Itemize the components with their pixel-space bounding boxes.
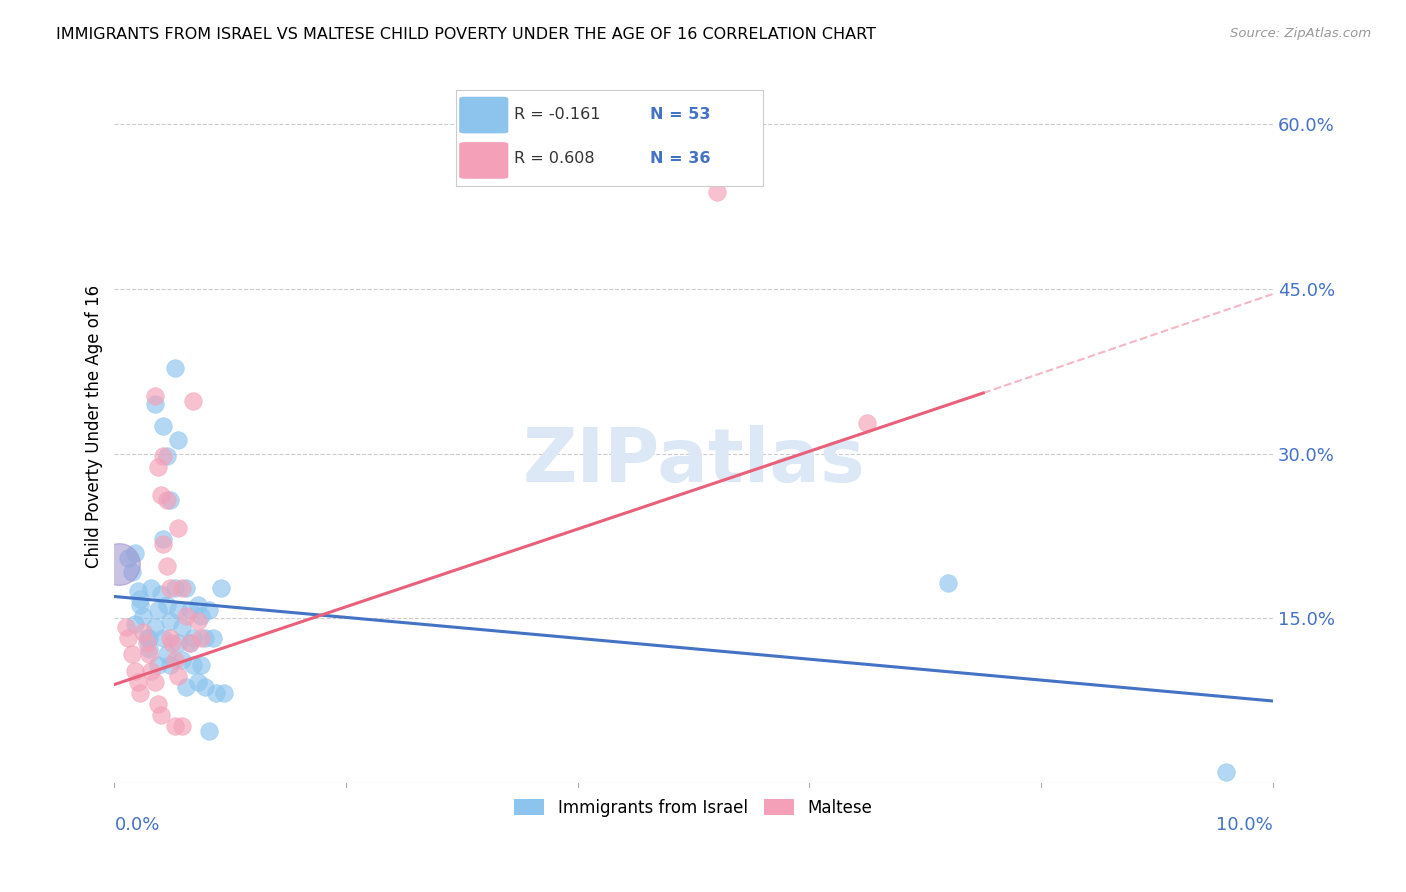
Point bbox=[148, 657, 170, 672]
Point bbox=[127, 675, 149, 690]
Point bbox=[167, 521, 190, 535]
Point bbox=[135, 636, 157, 650]
Point bbox=[167, 434, 190, 448]
Point bbox=[170, 620, 193, 634]
Point bbox=[162, 636, 184, 650]
Point bbox=[148, 698, 170, 712]
Point bbox=[159, 614, 181, 628]
Point bbox=[128, 591, 150, 606]
Point bbox=[174, 581, 197, 595]
Point bbox=[117, 632, 139, 646]
Y-axis label: Child Poverty Under the Age of 16: Child Poverty Under the Age of 16 bbox=[86, 285, 103, 567]
Point bbox=[201, 632, 224, 646]
Point bbox=[187, 614, 209, 628]
Point bbox=[124, 617, 146, 632]
Point bbox=[141, 581, 163, 595]
Point bbox=[159, 632, 181, 646]
Point bbox=[149, 488, 172, 502]
Point bbox=[128, 686, 150, 700]
Point bbox=[159, 581, 181, 595]
Point bbox=[209, 581, 232, 595]
Point bbox=[149, 708, 172, 723]
Point bbox=[194, 632, 217, 646]
Point bbox=[1215, 765, 1237, 780]
Text: Source: ZipAtlas.com: Source: ZipAtlas.com bbox=[1230, 27, 1371, 40]
Point bbox=[187, 599, 209, 613]
Point bbox=[148, 459, 170, 474]
Point bbox=[198, 723, 221, 738]
Point bbox=[152, 533, 174, 547]
Point bbox=[163, 360, 186, 375]
Point bbox=[170, 719, 193, 733]
Point bbox=[190, 632, 212, 646]
Point bbox=[143, 397, 166, 411]
Point bbox=[938, 576, 960, 591]
Point bbox=[181, 393, 204, 408]
Point bbox=[163, 581, 186, 595]
Point bbox=[187, 675, 209, 690]
Point bbox=[132, 609, 155, 624]
Point bbox=[214, 686, 236, 700]
Point bbox=[124, 665, 146, 679]
Point bbox=[117, 551, 139, 566]
Point bbox=[155, 647, 177, 661]
Point bbox=[108, 557, 131, 571]
Point bbox=[205, 686, 228, 700]
Point bbox=[706, 185, 728, 199]
Point bbox=[179, 636, 201, 650]
Point bbox=[181, 657, 204, 672]
Point bbox=[115, 620, 138, 634]
Point bbox=[135, 632, 157, 646]
Point bbox=[143, 620, 166, 634]
Point bbox=[149, 587, 172, 601]
Point bbox=[155, 599, 177, 613]
Point bbox=[138, 642, 160, 657]
Point bbox=[181, 632, 204, 646]
Point bbox=[152, 537, 174, 551]
Point bbox=[124, 545, 146, 559]
Point bbox=[132, 624, 155, 639]
Point bbox=[190, 609, 212, 624]
Point bbox=[179, 603, 201, 617]
Point bbox=[170, 653, 193, 667]
Point bbox=[121, 647, 143, 661]
Point bbox=[194, 680, 217, 694]
Point bbox=[167, 669, 190, 683]
Point bbox=[127, 584, 149, 599]
Point bbox=[174, 609, 197, 624]
Point bbox=[143, 675, 166, 690]
Point bbox=[170, 581, 193, 595]
Point bbox=[152, 449, 174, 463]
Point bbox=[155, 558, 177, 573]
Point bbox=[198, 603, 221, 617]
Point bbox=[167, 636, 190, 650]
Point bbox=[138, 647, 160, 661]
Point bbox=[143, 389, 166, 403]
Point bbox=[152, 632, 174, 646]
Text: 0.0%: 0.0% bbox=[114, 815, 160, 834]
Point bbox=[163, 653, 186, 667]
Point bbox=[155, 449, 177, 463]
Point bbox=[159, 657, 181, 672]
Point bbox=[155, 492, 177, 507]
Point bbox=[174, 680, 197, 694]
Point bbox=[163, 719, 186, 733]
Point bbox=[856, 416, 879, 430]
Text: IMMIGRANTS FROM ISRAEL VS MALTESE CHILD POVERTY UNDER THE AGE OF 16 CORRELATION : IMMIGRANTS FROM ISRAEL VS MALTESE CHILD … bbox=[56, 27, 876, 42]
Point bbox=[138, 632, 160, 646]
Point bbox=[141, 665, 163, 679]
Text: 10.0%: 10.0% bbox=[1216, 815, 1272, 834]
Point bbox=[128, 599, 150, 613]
Point bbox=[167, 603, 190, 617]
Point bbox=[148, 603, 170, 617]
Point bbox=[190, 657, 212, 672]
Point bbox=[159, 492, 181, 507]
Point bbox=[121, 566, 143, 580]
Point bbox=[179, 636, 201, 650]
Point bbox=[152, 419, 174, 434]
Legend: Immigrants from Israel, Maltese: Immigrants from Israel, Maltese bbox=[508, 792, 879, 824]
Text: ZIPatlas: ZIPatlas bbox=[522, 425, 865, 499]
